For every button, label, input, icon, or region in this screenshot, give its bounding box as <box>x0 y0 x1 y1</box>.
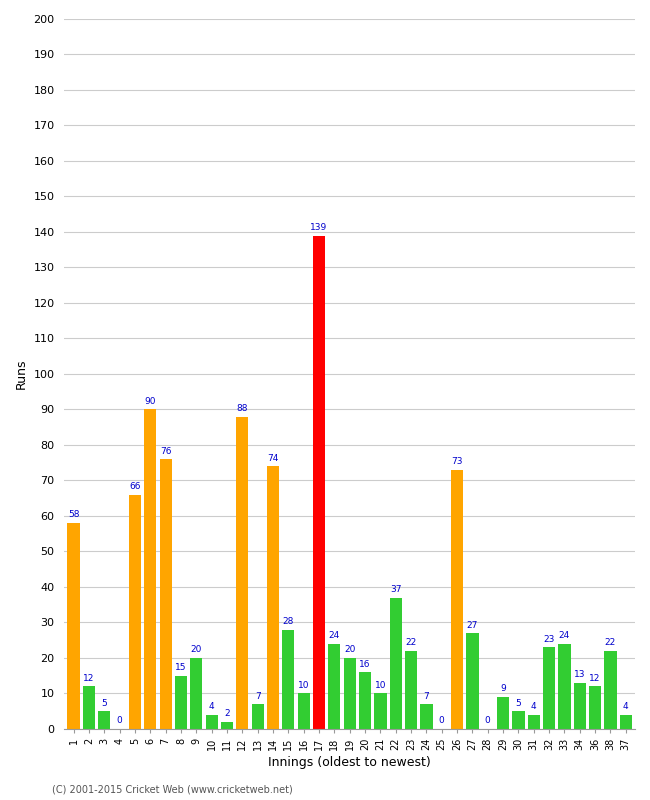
Text: 7: 7 <box>255 691 261 701</box>
Bar <box>405 651 417 729</box>
Text: 24: 24 <box>559 631 570 640</box>
Text: 58: 58 <box>68 510 79 519</box>
Text: 12: 12 <box>83 674 95 682</box>
Text: 5: 5 <box>101 698 107 708</box>
Text: 7: 7 <box>424 691 429 701</box>
Text: 9: 9 <box>500 685 506 694</box>
Text: 15: 15 <box>176 663 187 672</box>
Text: 4: 4 <box>623 702 629 711</box>
Bar <box>159 459 172 729</box>
Text: 20: 20 <box>344 646 356 654</box>
Text: 0: 0 <box>439 716 445 726</box>
Text: 28: 28 <box>283 617 294 626</box>
Text: 13: 13 <box>574 670 586 679</box>
Bar <box>282 630 294 729</box>
Bar <box>543 647 555 729</box>
Bar <box>574 682 586 729</box>
Bar <box>328 644 341 729</box>
Bar <box>497 697 509 729</box>
Bar <box>451 470 463 729</box>
Text: (C) 2001-2015 Cricket Web (www.cricketweb.net): (C) 2001-2015 Cricket Web (www.cricketwe… <box>52 784 292 794</box>
Text: 10: 10 <box>374 681 386 690</box>
Bar <box>528 714 540 729</box>
Text: 90: 90 <box>144 397 156 406</box>
Text: 74: 74 <box>267 454 279 462</box>
Bar <box>359 672 371 729</box>
Text: 20: 20 <box>190 646 202 654</box>
Text: 10: 10 <box>298 681 309 690</box>
Bar <box>205 714 218 729</box>
Bar <box>83 686 95 729</box>
Bar <box>267 466 279 729</box>
Text: 73: 73 <box>451 458 463 466</box>
Bar <box>374 694 387 729</box>
Text: 0: 0 <box>117 716 122 726</box>
Text: 24: 24 <box>329 631 340 640</box>
Text: 88: 88 <box>237 404 248 413</box>
Bar <box>221 722 233 729</box>
Text: 4: 4 <box>531 702 537 711</box>
Bar <box>558 644 571 729</box>
Text: 5: 5 <box>515 698 521 708</box>
Bar <box>604 651 617 729</box>
Bar <box>68 523 80 729</box>
Bar <box>466 633 478 729</box>
Text: 16: 16 <box>359 659 370 669</box>
Y-axis label: Runs: Runs <box>15 358 28 390</box>
Bar <box>175 676 187 729</box>
Text: 2: 2 <box>224 710 230 718</box>
Text: 12: 12 <box>590 674 601 682</box>
Text: 23: 23 <box>543 634 555 644</box>
Bar <box>98 711 110 729</box>
Text: 22: 22 <box>406 638 417 647</box>
Bar <box>190 658 202 729</box>
Bar <box>589 686 601 729</box>
Bar <box>619 714 632 729</box>
Bar <box>421 704 432 729</box>
Bar <box>236 417 248 729</box>
Bar <box>389 598 402 729</box>
Bar <box>344 658 356 729</box>
Bar <box>313 235 325 729</box>
Text: 139: 139 <box>311 223 328 232</box>
Text: 76: 76 <box>160 446 172 455</box>
Text: 22: 22 <box>605 638 616 647</box>
Text: 66: 66 <box>129 482 140 491</box>
Text: 27: 27 <box>467 621 478 630</box>
Bar <box>144 410 157 729</box>
Bar <box>298 694 310 729</box>
Text: 4: 4 <box>209 702 214 711</box>
Text: 37: 37 <box>390 585 402 594</box>
Bar <box>129 494 141 729</box>
X-axis label: Innings (oldest to newest): Innings (oldest to newest) <box>268 756 431 769</box>
Bar <box>252 704 264 729</box>
Text: 0: 0 <box>485 716 491 726</box>
Bar <box>512 711 525 729</box>
